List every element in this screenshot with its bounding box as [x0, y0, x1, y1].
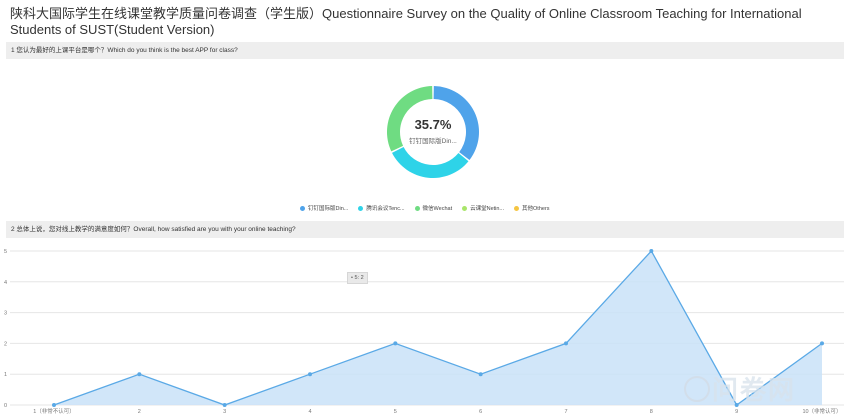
legend-item[interactable]: 云课堂Netin... — [462, 204, 504, 212]
data-point[interactable] — [308, 372, 312, 377]
x-tick-label: 6 — [479, 409, 482, 415]
data-point[interactable] — [734, 403, 739, 407]
legend-label: 腾讯会议Tenc... — [366, 206, 405, 212]
donut-slice[interactable] — [433, 86, 479, 160]
legend-dot-icon — [462, 205, 468, 211]
legend-item[interactable]: 其他Others — [514, 204, 550, 212]
donut-chart: 35.7% 钉钉国际版Din... — [386, 85, 480, 179]
watermark-text: 问卷网 — [712, 375, 797, 405]
y-tick-label: 3 — [4, 311, 7, 317]
donut-slice[interactable] — [387, 86, 433, 152]
y-tick-label: 1 — [4, 372, 7, 378]
x-tick-label: 3 — [223, 409, 226, 415]
satisfaction-area-chart: 0 1 2 3 4 5 1（非常不认可） 2 3 4 5 6 7 8 9 10（非常认可） — [4, 249, 844, 415]
donut-legend: 钉钉国际版Din... 腾讯会议Tenc... 微信Wechat 云课堂Netin..… — [300, 203, 550, 213]
data-point[interactable] — [222, 403, 227, 407]
legend-dot-icon — [514, 205, 520, 211]
x-tick-label: 8 — [650, 409, 653, 415]
watermark-logo-icon — [684, 376, 710, 402]
legend-dot-icon — [358, 205, 364, 211]
y-tick-label: 0 — [4, 403, 7, 409]
y-tick-label: 4 — [4, 280, 7, 286]
donut-slice[interactable] — [391, 146, 469, 178]
data-point[interactable] — [478, 372, 483, 377]
legend-item[interactable]: 钉钉国际版Din... — [300, 204, 348, 212]
donut-svg — [387, 86, 479, 178]
question-2-header: 2 总体上说，您对线上教学的满意度如何？Overall, how satisfi… — [6, 221, 844, 238]
data-point[interactable] — [393, 341, 398, 346]
donut-center-percent: 35.7% — [414, 117, 452, 132]
chart-tooltip: • 5: 2 — [347, 272, 368, 284]
donut-center-label: 钉钉国际版Din... — [409, 138, 457, 145]
x-tick-label: 2 — [138, 409, 141, 415]
x-tick-label: 7 — [564, 409, 567, 415]
legend-label: 云课堂Netin... — [470, 206, 505, 212]
legend-item[interactable]: 腾讯会议Tenc... — [358, 204, 405, 212]
y-tick-label: 2 — [4, 341, 7, 347]
data-point[interactable] — [820, 341, 824, 346]
y-tick-label: 5 — [4, 249, 7, 255]
legend-label: 微信Wechat — [422, 206, 453, 212]
legend-item[interactable]: 微信Wechat — [414, 204, 453, 212]
data-point[interactable] — [564, 341, 568, 346]
x-tick-label: 1（非常不认可） — [33, 407, 75, 415]
x-tick-label: 5 — [394, 409, 397, 415]
legend-dot-icon — [414, 205, 420, 211]
data-point[interactable] — [137, 372, 142, 377]
data-point[interactable] — [52, 403, 56, 407]
area-fill — [54, 251, 822, 405]
page-title: 陕科大国际学生在线课堂教学质量问卷调查（学生版）Questionnaire Su… — [10, 6, 802, 37]
legend-label: 钉钉国际版Din... — [308, 206, 349, 212]
question-1-header: 1 您认为最好的上课平台是哪个？Which do you think is th… — [6, 42, 844, 59]
legend-label: 其他Others — [522, 206, 550, 212]
x-tick-label: 10（非常认可） — [802, 407, 841, 415]
data-point[interactable] — [649, 249, 654, 253]
series-line — [53, 249, 823, 406]
x-tick-label: 9 — [735, 409, 738, 415]
legend-dot-icon — [300, 205, 305, 211]
x-tick-label: 4 — [308, 409, 311, 415]
